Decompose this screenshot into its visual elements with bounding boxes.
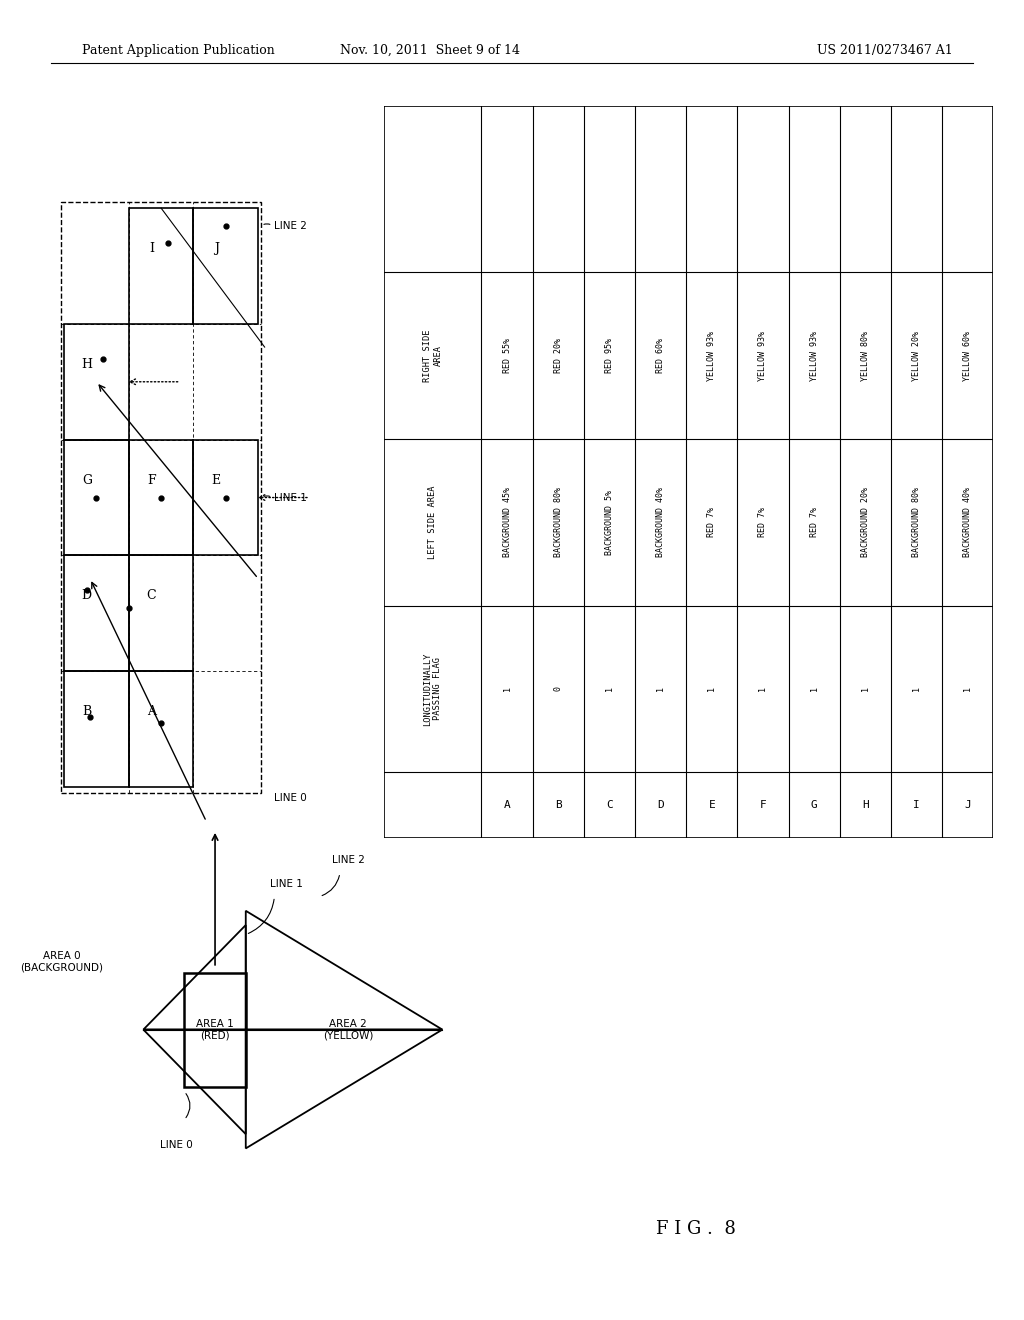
Text: C: C bbox=[146, 590, 157, 602]
Text: A: A bbox=[504, 800, 510, 810]
Text: 1: 1 bbox=[503, 686, 512, 692]
Text: RED 7%: RED 7% bbox=[810, 507, 818, 537]
Text: BACKGROUND 80%: BACKGROUND 80% bbox=[912, 487, 921, 557]
Text: AREA 2
(YELLOW): AREA 2 (YELLOW) bbox=[323, 1019, 374, 1040]
Text: YELLOW 60%: YELLOW 60% bbox=[964, 330, 972, 380]
Text: 1: 1 bbox=[964, 686, 972, 692]
Bar bbox=[129, 671, 194, 787]
Text: RED 7%: RED 7% bbox=[708, 507, 717, 537]
Bar bbox=[129, 556, 194, 671]
Text: YELLOW 93%: YELLOW 93% bbox=[810, 330, 818, 380]
Text: B: B bbox=[555, 800, 561, 810]
Text: E: E bbox=[212, 474, 221, 487]
Text: J: J bbox=[214, 242, 218, 255]
Text: E: E bbox=[709, 800, 715, 810]
Text: A: A bbox=[147, 705, 156, 718]
Text: RED 95%: RED 95% bbox=[605, 338, 614, 374]
Text: YELLOW 93%: YELLOW 93% bbox=[759, 330, 767, 380]
Text: F I G .  8: F I G . 8 bbox=[656, 1220, 736, 1238]
Text: LINE 1: LINE 1 bbox=[270, 879, 303, 890]
Text: 1: 1 bbox=[912, 686, 921, 692]
Bar bbox=[65, 323, 129, 440]
Text: YELLOW 80%: YELLOW 80% bbox=[861, 330, 869, 380]
Text: B: B bbox=[82, 705, 91, 718]
Text: RED 7%: RED 7% bbox=[759, 507, 767, 537]
Text: RED 60%: RED 60% bbox=[656, 338, 666, 374]
Text: G: G bbox=[811, 800, 817, 810]
Text: LONGITUDINALLY
PASSING FLAG: LONGITUDINALLY PASSING FLAG bbox=[423, 652, 442, 726]
Bar bbox=[194, 440, 258, 556]
Bar bbox=[65, 440, 129, 556]
Text: AREA 1
(RED): AREA 1 (RED) bbox=[197, 1019, 233, 1040]
Text: H: H bbox=[862, 800, 868, 810]
Text: BACKGROUND 45%: BACKGROUND 45% bbox=[503, 487, 512, 557]
Text: 0: 0 bbox=[554, 686, 563, 692]
Text: C: C bbox=[606, 800, 612, 810]
Bar bbox=[184, 973, 246, 1086]
Text: D: D bbox=[657, 800, 664, 810]
Text: LINE 2: LINE 2 bbox=[332, 855, 365, 866]
Text: US 2011/0273467 A1: US 2011/0273467 A1 bbox=[816, 44, 952, 57]
Bar bbox=[129, 209, 194, 323]
Text: BACKGROUND 5%: BACKGROUND 5% bbox=[605, 490, 614, 554]
Text: F: F bbox=[760, 800, 766, 810]
Text: Patent Application Publication: Patent Application Publication bbox=[82, 44, 274, 57]
Bar bbox=[129, 440, 194, 556]
Text: LINE 0: LINE 0 bbox=[160, 1140, 193, 1151]
Text: 1: 1 bbox=[861, 686, 869, 692]
Text: RED 20%: RED 20% bbox=[554, 338, 563, 374]
Text: RIGHT SIDE
AREA: RIGHT SIDE AREA bbox=[423, 330, 442, 381]
Text: LEFT SIDE AREA: LEFT SIDE AREA bbox=[428, 486, 437, 558]
Text: LINE 1: LINE 1 bbox=[274, 492, 307, 503]
Bar bbox=[65, 671, 129, 787]
Text: 1: 1 bbox=[605, 686, 614, 692]
Text: YELLOW 93%: YELLOW 93% bbox=[708, 330, 717, 380]
Bar bbox=[65, 556, 129, 671]
Text: LINE 2: LINE 2 bbox=[274, 220, 307, 231]
Text: I: I bbox=[148, 242, 154, 255]
Text: YELLOW 20%: YELLOW 20% bbox=[912, 330, 921, 380]
Text: LINE 0: LINE 0 bbox=[274, 793, 307, 804]
Text: D: D bbox=[82, 590, 92, 602]
Text: I: I bbox=[913, 800, 920, 810]
Text: F: F bbox=[147, 474, 156, 487]
Text: BACKGROUND 40%: BACKGROUND 40% bbox=[964, 487, 972, 557]
Text: BACKGROUND 20%: BACKGROUND 20% bbox=[861, 487, 869, 557]
Text: 1: 1 bbox=[810, 686, 818, 692]
Text: BACKGROUND 40%: BACKGROUND 40% bbox=[656, 487, 666, 557]
Text: 1: 1 bbox=[656, 686, 666, 692]
Text: Nov. 10, 2011  Sheet 9 of 14: Nov. 10, 2011 Sheet 9 of 14 bbox=[340, 44, 520, 57]
Text: BACKGROUND 80%: BACKGROUND 80% bbox=[554, 487, 563, 557]
Text: RED 55%: RED 55% bbox=[503, 338, 512, 374]
Text: AREA 0
(BACKGROUND): AREA 0 (BACKGROUND) bbox=[19, 950, 103, 973]
Text: 1: 1 bbox=[759, 686, 767, 692]
Text: H: H bbox=[81, 358, 92, 371]
Text: 1: 1 bbox=[708, 686, 717, 692]
Bar bbox=[194, 209, 258, 323]
Bar bbox=[60, 202, 261, 793]
Text: J: J bbox=[965, 800, 971, 810]
Text: G: G bbox=[82, 474, 92, 487]
